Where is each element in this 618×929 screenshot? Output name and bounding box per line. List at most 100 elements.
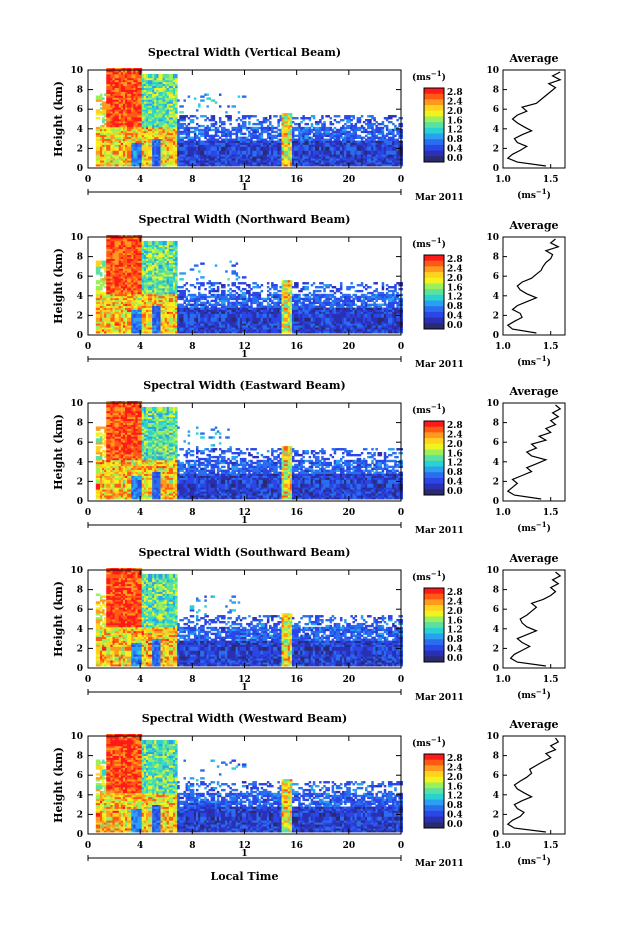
colorbar-swatch bbox=[424, 105, 444, 111]
x-tick-label: 16 bbox=[290, 175, 303, 185]
profile-y-tick-label: 4 bbox=[493, 125, 499, 135]
profile-y-tick-label: 8 bbox=[493, 86, 499, 96]
colorbar-swatch bbox=[424, 145, 444, 151]
colorbar-swatch bbox=[424, 139, 444, 145]
heatmap-cell bbox=[223, 121, 225, 123]
heatmap-cell bbox=[175, 74, 177, 76]
colorbar-swatch bbox=[424, 134, 444, 140]
heatmap-cell bbox=[386, 125, 388, 127]
heatmap-cell bbox=[219, 105, 221, 107]
heatmap-cell bbox=[177, 99, 179, 101]
heatmap-cell bbox=[361, 115, 363, 117]
heatmap-cell bbox=[98, 117, 100, 119]
profile-y-tick-label: 2 bbox=[493, 144, 499, 154]
heatmap-cell bbox=[321, 115, 323, 117]
y-tick-label: 0 bbox=[77, 164, 83, 174]
heatmap-cell bbox=[332, 123, 334, 125]
heatmap-cell bbox=[382, 121, 384, 123]
heatmap-cell bbox=[234, 105, 236, 107]
y-tick-label: 2 bbox=[77, 144, 83, 154]
heatmap-cell bbox=[244, 95, 246, 97]
heatmap-cell bbox=[196, 117, 198, 119]
profile-y-tick-label: 0 bbox=[493, 164, 499, 174]
x-tick-label: 20 bbox=[343, 175, 356, 185]
heatmap-cell bbox=[198, 103, 200, 105]
heatmap-cell bbox=[227, 105, 229, 107]
colorbar-tick-label: 0.0 bbox=[447, 154, 463, 164]
heatmap-cell bbox=[323, 121, 325, 123]
x-tick-label: 0 bbox=[398, 175, 404, 185]
heatmap-cell bbox=[373, 117, 375, 119]
colorbar-swatch bbox=[424, 111, 444, 117]
profile-title: Average bbox=[508, 52, 558, 65]
heatmap-cell bbox=[213, 115, 215, 117]
heatmap-cell bbox=[269, 121, 271, 123]
heatmap-cell bbox=[275, 115, 277, 117]
day-label: 1 bbox=[241, 183, 247, 193]
heatmap-cell bbox=[313, 115, 315, 117]
profile-x-axis-label: (ms−1) bbox=[517, 187, 551, 201]
heatmap-cell bbox=[296, 117, 298, 119]
colorbar-swatch bbox=[424, 116, 444, 122]
heatmap-cell bbox=[394, 115, 396, 117]
y-tick-label: 6 bbox=[77, 105, 83, 115]
heatmap-cell bbox=[352, 115, 354, 117]
heatmap-cell bbox=[238, 95, 240, 97]
heatmap-cell bbox=[229, 115, 231, 117]
heatmap-cell bbox=[229, 123, 231, 125]
y-axis-label: Height (km) bbox=[52, 81, 65, 157]
x-tick-label: 8 bbox=[189, 175, 195, 185]
heatmap-cell bbox=[194, 97, 196, 99]
heatmap-cell bbox=[219, 94, 221, 96]
heatmap-cell bbox=[238, 111, 240, 113]
heatmap-cell bbox=[225, 111, 227, 113]
heatmap-cell bbox=[206, 94, 208, 96]
heatmap-cell bbox=[290, 113, 292, 115]
heatmap-cell bbox=[244, 133, 246, 135]
profile-line bbox=[508, 72, 560, 166]
profile-x-tick-label: 1.5 bbox=[543, 175, 559, 185]
colorbar-swatch bbox=[424, 151, 444, 157]
colorbar-swatch bbox=[424, 99, 444, 105]
profile-y-tick-label: 10 bbox=[486, 66, 499, 76]
heatmap-cell bbox=[181, 105, 183, 107]
heatmap-cell bbox=[206, 105, 208, 107]
x-tick-label: 0 bbox=[85, 175, 91, 185]
heatmap-cell bbox=[181, 111, 183, 113]
profile-x-tick-label: 1.0 bbox=[495, 175, 511, 185]
heatmap-cell bbox=[202, 99, 204, 101]
heatmap-cells bbox=[96, 68, 403, 166]
colorbar-swatch bbox=[424, 88, 444, 94]
heatmap-cell bbox=[215, 101, 217, 103]
heatmap-title: Spectral Width (Northward Beam) bbox=[139, 213, 351, 226]
date-label: Mar 2011 bbox=[415, 193, 464, 203]
heatmap-cell bbox=[244, 121, 246, 123]
heatmap-cell bbox=[248, 121, 250, 123]
heatmap-cell bbox=[215, 121, 217, 123]
heatmap-cell bbox=[254, 115, 256, 117]
y-tick-label: 4 bbox=[77, 125, 83, 135]
heatmap-cell bbox=[307, 123, 309, 125]
heatmap-cell bbox=[219, 117, 221, 119]
heatmap-cell bbox=[100, 94, 102, 96]
profile-y-tick-label: 6 bbox=[493, 105, 499, 115]
x-tick-label: 4 bbox=[137, 175, 143, 185]
heatmap-cell bbox=[330, 117, 332, 119]
heatmap-cell bbox=[100, 272, 102, 274]
heatmap-cell bbox=[102, 97, 104, 99]
y-tick-label: 8 bbox=[77, 86, 83, 96]
heatmap-cell bbox=[188, 95, 190, 97]
heatmap-cell bbox=[338, 115, 340, 117]
heatmap-cell bbox=[192, 119, 194, 121]
y-tick-label: 10 bbox=[70, 66, 83, 76]
heatmap-cell bbox=[196, 109, 198, 111]
heatmap-cell bbox=[269, 115, 271, 117]
colorbar-swatch bbox=[424, 94, 444, 100]
heatmap-cell bbox=[183, 99, 185, 101]
heatmap-title: Spectral Width (Vertical Beam) bbox=[148, 46, 341, 59]
heatmap-cells bbox=[96, 235, 403, 333]
colorbar-unit: (ms−1) bbox=[412, 69, 446, 83]
